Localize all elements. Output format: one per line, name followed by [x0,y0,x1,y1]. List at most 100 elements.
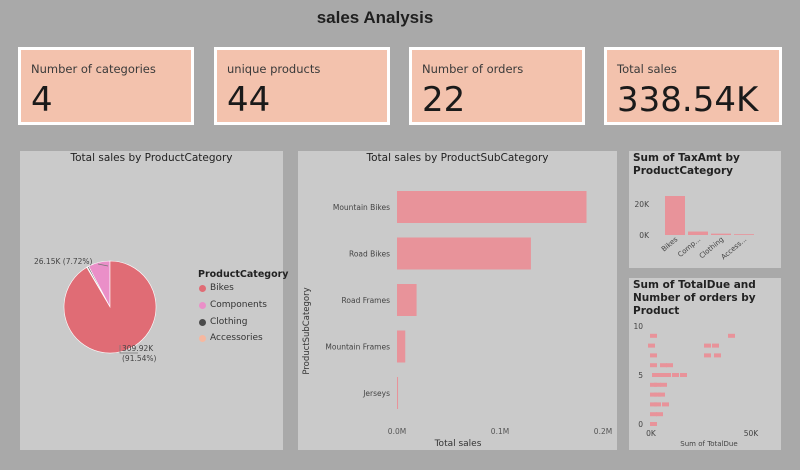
scatter-point[interactable] [704,353,711,358]
legend-item-bikes[interactable]: Bikes [199,283,234,293]
scatter-point[interactable] [712,343,719,348]
scatter-point[interactable] [680,373,687,377]
card-number-of-categories[interactable]: Number of categories 4 [18,47,194,125]
scatter-x-axis-title: Sum of TotalDue [680,440,737,448]
bar-road-frames[interactable] [397,284,417,316]
scatter-point[interactable] [666,363,673,368]
scatter-y-tick: 5 [638,371,643,380]
pie-legend-title: ProductCategory [198,269,289,280]
scatter-point[interactable] [654,402,661,407]
pie-leader-components [97,263,109,267]
scatter-point[interactable] [650,402,657,407]
pie-slice-bikes[interactable] [63,260,157,354]
tax-x-tick: Access... [720,235,749,261]
scatter-point[interactable] [648,343,655,348]
legend-dot-components [199,301,206,309]
legend-label: Components [210,300,267,310]
scatter-point[interactable] [650,382,657,387]
bar-x-tick: 0.2M [594,427,612,436]
tax-bar-bikes[interactable] [665,196,685,235]
scatter-point[interactable] [650,333,657,338]
tax-chart-title-line2: ProductCategory [633,165,734,177]
card-label: unique products [227,62,321,76]
tax-bar-comp[interactable] [688,231,708,235]
scatter-y-tick: 10 [633,322,643,331]
scatter-x-tick: 0K [646,429,657,438]
pie-label-bikes-pct: (91.54%) [122,354,157,363]
legend-dot-clothing [199,318,206,326]
card-number-of-orders[interactable]: Number of orders 22 [409,47,585,125]
scatter-point[interactable] [662,402,669,407]
pie-chart-panel[interactable]: Total sales by ProductCategory 26.15K (7… [20,151,288,450]
card-unique-products[interactable]: unique products 44 [214,47,390,125]
bar-mountain-bikes[interactable] [397,191,587,223]
scatter-point[interactable] [650,363,657,368]
card-label: Total sales [617,62,677,76]
tax-y-tick: 0K [639,231,650,240]
bar-road-bikes[interactable] [397,237,531,270]
bar-chart-panel[interactable]: Total sales by ProductSubCategory Produc… [298,151,617,450]
bar-category-label: Mountain Frames [325,343,390,352]
scatter-point[interactable] [650,412,657,417]
scatter-point[interactable] [652,373,659,377]
scatter-point[interactable] [650,422,657,426]
tax-y-tick: 20K [635,200,651,209]
scatter-point[interactable] [650,353,657,358]
tax-bar-access[interactable] [734,234,754,235]
scatter-point[interactable] [656,412,663,417]
legend-item-accessories[interactable]: Accessories [199,333,263,343]
legend-dot-bikes [199,284,206,292]
tax-chart-panel[interactable]: Sum of TaxAmt by ProductCategory 20K 0K … [629,151,781,268]
tax-chart-title-line1: Sum of TaxAmt by [633,152,740,164]
pie-chart-svg: 26.15K (7.72%) 309.92K (91.54%) [34,257,157,363]
scatter-point[interactable] [660,382,667,387]
pie-chart-title: Total sales by ProductCategory [70,152,233,164]
legend-label: Clothing [210,317,248,327]
scatter-title-line1: Sum of TotalDue and [633,279,756,291]
card-value: 4 [31,80,53,120]
bar-category-label: Jerseys [362,389,390,398]
scatter-point[interactable] [654,382,661,387]
pie-label-bikes-value: 309.92K [122,344,154,353]
tax-x-tick: Bikes [660,235,680,253]
scatter-point[interactable] [664,373,671,377]
page-title: sales Analysis [316,8,434,27]
card-value: 338.54K [617,80,759,120]
bar-x-axis-title: Total sales [434,439,482,449]
scatter-point[interactable] [658,392,665,397]
bar-y-axis-title: ProductSubCategory [302,287,312,374]
scatter-point[interactable] [704,343,711,348]
card-total-sales[interactable]: Total sales 338.54K [604,47,782,125]
scatter-y-tick: 0 [638,420,643,429]
bar-jerseys[interactable] [397,377,399,409]
scatter-point[interactable] [672,373,679,377]
scatter-point[interactable] [650,392,657,397]
tax-chart-svg: 20K 0K BikesComp...ClothingAccess... [635,196,754,261]
bar-x-tick: 0.0M [388,427,406,436]
card-value: 22 [422,80,466,120]
tax-bar-clothing[interactable] [711,233,731,235]
scatter-point[interactable] [714,353,721,358]
bar-mountain-frames[interactable] [397,330,406,363]
pie-leader-bikes [119,345,138,354]
scatter-point[interactable] [660,363,667,368]
scatter-title-line3: Product [633,305,680,317]
scatter-point[interactable] [660,373,667,377]
legend-item-components[interactable]: Components [199,300,267,310]
scatter-point[interactable] [654,392,661,397]
legend-item-clothing[interactable]: Clothing [199,317,247,327]
bar-chart-svg: ProductSubCategory Total sales Mountain … [302,191,612,449]
bar-category-label: Mountain Bikes [333,203,390,212]
pie-label-components: 26.15K (7.72%) [34,257,93,266]
bar-category-label: Road Bikes [349,250,390,259]
card-label: Number of categories [31,62,156,76]
scatter-chart-panel[interactable]: Sum of TotalDue and Number of orders by … [629,278,781,450]
bar-category-label: Road Frames [342,296,391,305]
scatter-point[interactable] [656,373,663,377]
legend-label: Accessories [210,333,263,343]
scatter-x-tick: 50K [744,429,760,438]
scatter-title-line2: Number of orders by [633,292,756,304]
scatter-point[interactable] [728,333,735,338]
legend-dot-accessories [199,334,206,342]
bar-chart-title: Total sales by ProductSubCategory [366,152,549,164]
